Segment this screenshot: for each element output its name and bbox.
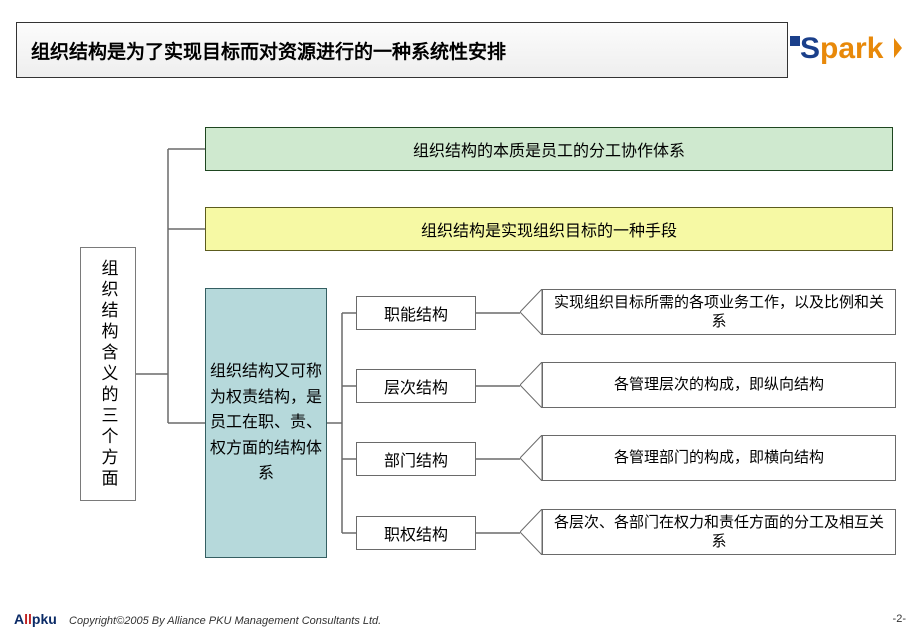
arrow-2 <box>520 362 542 408</box>
copyright-text: Copyright©2005 By Alliance PKU Managemen… <box>69 615 381 627</box>
sub-box-2: 层次结构 <box>356 369 476 403</box>
branch-green: 组织结构的本质是员工的分工协作体系 <box>205 127 893 171</box>
slide-title: 组织结构是为了实现目标而对资源进行的一种系统性安排 <box>16 22 788 78</box>
sub-box-4: 职权结构 <box>356 516 476 550</box>
main-vertical-box: 组织结构含义的三个方面 <box>80 247 136 501</box>
allpku-logo: Allpku <box>14 611 57 627</box>
footer: Allpku Copyright©2005 By Alliance PKU Ma… <box>14 607 906 631</box>
desc-box-2: 各管理层次的构成，即纵向结构 <box>542 362 896 408</box>
sub-box-1: 职能结构 <box>356 296 476 330</box>
branch-yellow: 组织结构是实现组织目标的一种手段 <box>205 207 893 251</box>
arrow-1 <box>520 289 542 335</box>
desc-box-4: 各层次、各部门在权力和责任方面的分工及相互关系 <box>542 509 896 555</box>
svg-text:Spark: Spark <box>800 32 884 65</box>
page-number: -2- <box>893 613 906 625</box>
slide: 组织结构是为了实现目标而对资源进行的一种系统性安排 Spark <box>0 0 920 637</box>
sub-box-3: 部门结构 <box>356 442 476 476</box>
arrow-4 <box>520 509 542 555</box>
desc-box-1: 实现组织目标所需的各项业务工作，以及比例和关系 <box>542 289 896 335</box>
branch-teal: 组织结构又可称为权责结构，是员工在职、责、权方面的结构体系 <box>205 288 327 558</box>
desc-box-3: 各管理部门的构成，即横向结构 <box>542 435 896 481</box>
spark-logo: Spark <box>790 26 902 70</box>
arrow-3 <box>520 435 542 481</box>
